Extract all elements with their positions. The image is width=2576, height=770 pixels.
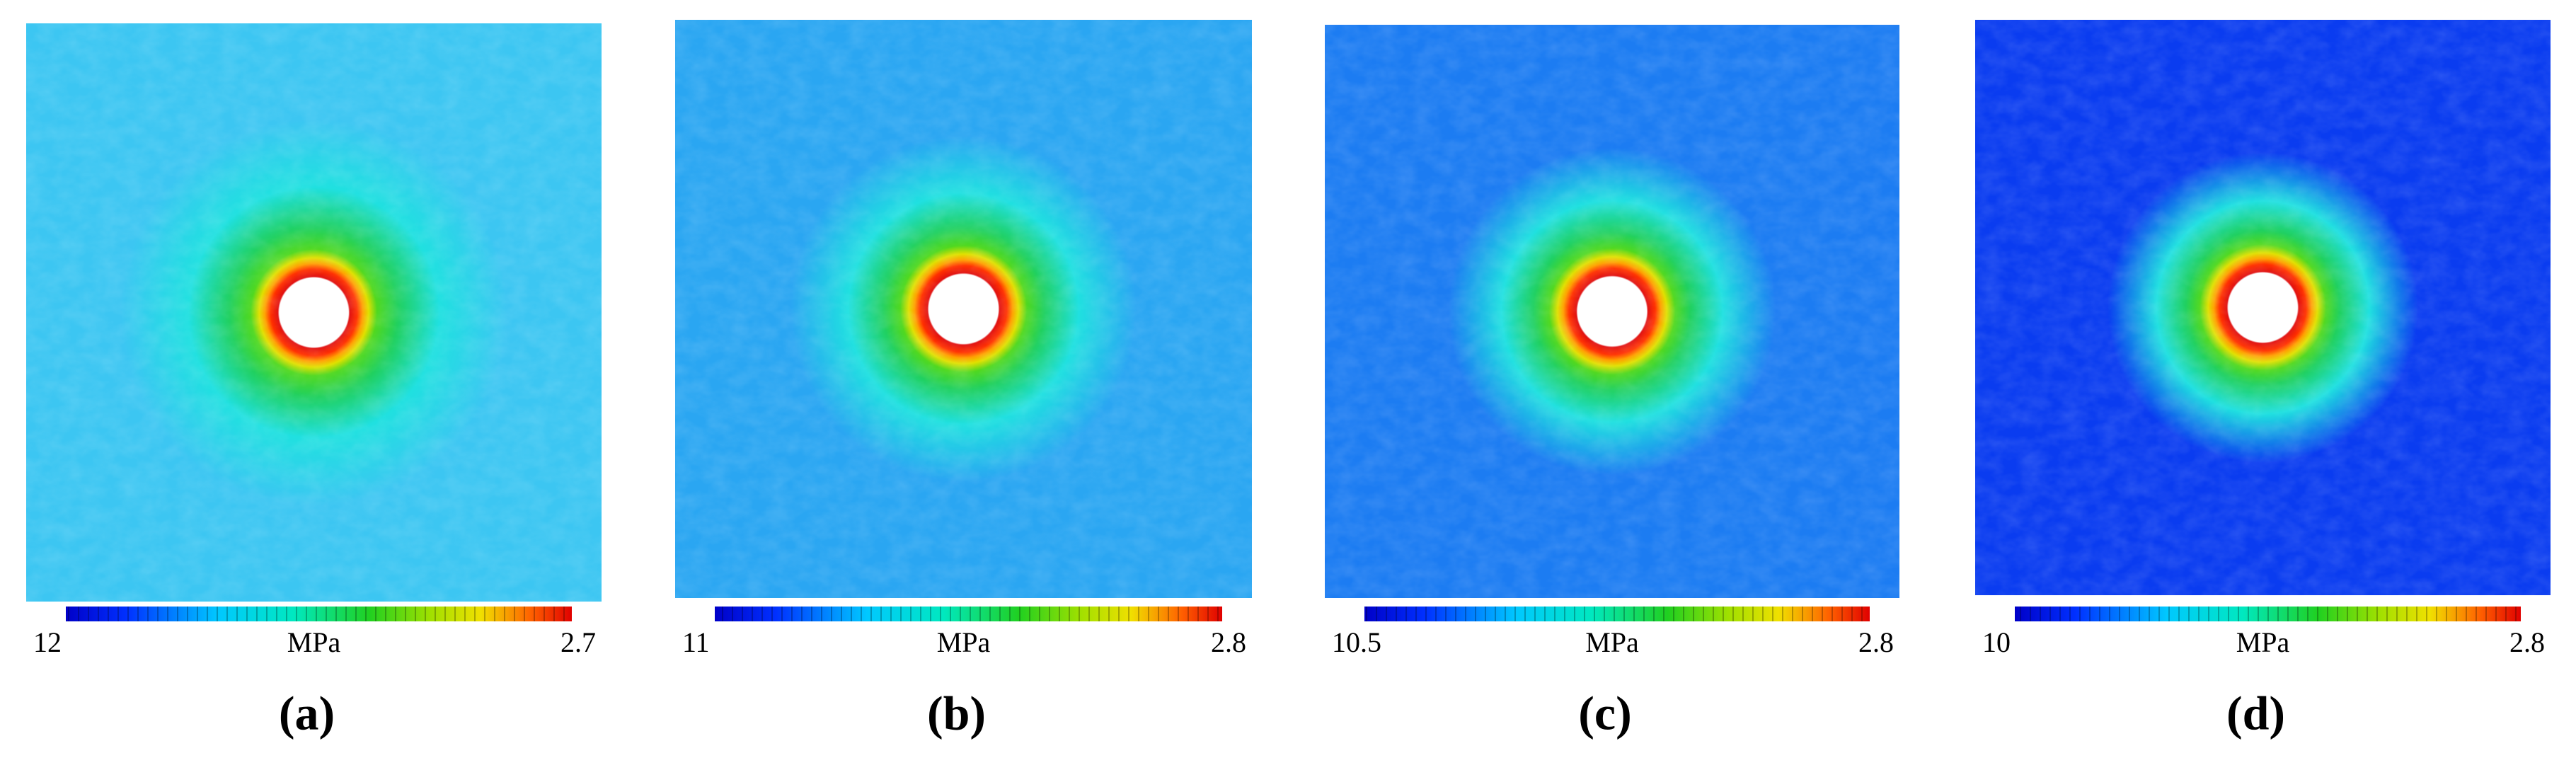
hole xyxy=(279,277,349,347)
colorbar-min: 11 xyxy=(682,626,710,658)
colorbar-max: 2.8 xyxy=(2509,626,2545,658)
panel: 10.5 MPa 2.8 (c) xyxy=(1325,25,1899,740)
colorbar-ticks xyxy=(1364,607,1870,621)
colorbar-ticks xyxy=(66,607,572,621)
colorbar-max: 2.7 xyxy=(560,626,596,658)
colorbar-ticks xyxy=(715,607,1222,621)
panel-label: (d) xyxy=(2226,686,2285,740)
panel-label: (b) xyxy=(927,686,986,740)
panel-label: (c) xyxy=(1578,686,1631,740)
panel: 11 MPa 2.8 (b) xyxy=(675,20,1252,740)
colorbar-unit: MPa xyxy=(287,626,341,658)
colorbar-min: 10 xyxy=(1982,626,2011,658)
colorbar-min: 10.5 xyxy=(1332,626,1381,658)
hole xyxy=(2228,272,2298,343)
colorbar-ticks xyxy=(2015,607,2521,621)
hole xyxy=(928,274,999,344)
panel: 10 MPa 2.8 (d) xyxy=(1975,20,2551,740)
hole xyxy=(1577,277,1647,346)
colorbar-unit: MPa xyxy=(1585,626,1639,658)
colorbar-max: 2.8 xyxy=(1211,626,1246,658)
colorbar-max: 2.8 xyxy=(1858,626,1894,658)
panel: 12 MPa 2.7 (a) xyxy=(26,23,602,740)
colorbar-min: 12 xyxy=(33,626,62,658)
panel-label: (a) xyxy=(279,686,335,740)
colorbar-unit: MPa xyxy=(2236,626,2290,658)
colorbar-unit: MPa xyxy=(937,626,991,658)
